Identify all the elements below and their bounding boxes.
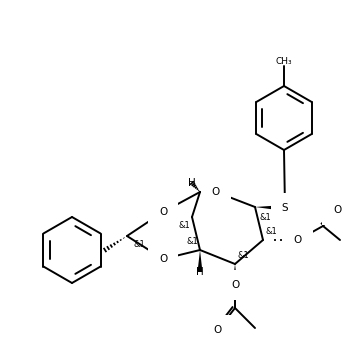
Text: &1: &1	[133, 240, 145, 249]
Text: &1: &1	[186, 237, 198, 246]
Text: &1: &1	[265, 227, 277, 236]
Polygon shape	[233, 264, 238, 285]
Polygon shape	[255, 205, 285, 211]
Text: O: O	[159, 254, 167, 264]
Text: H: H	[188, 178, 196, 188]
Text: &1: &1	[259, 213, 271, 222]
Text: O: O	[214, 325, 222, 335]
Text: S: S	[282, 203, 288, 213]
Text: H: H	[196, 267, 204, 277]
Polygon shape	[198, 250, 202, 272]
Text: &1: &1	[237, 251, 249, 260]
Text: &1: &1	[178, 221, 190, 230]
Text: O: O	[212, 187, 220, 197]
Text: O: O	[333, 205, 341, 215]
Text: O: O	[231, 280, 239, 290]
Text: O: O	[294, 235, 302, 245]
Text: O: O	[159, 207, 167, 217]
Text: CH₃: CH₃	[276, 57, 292, 65]
